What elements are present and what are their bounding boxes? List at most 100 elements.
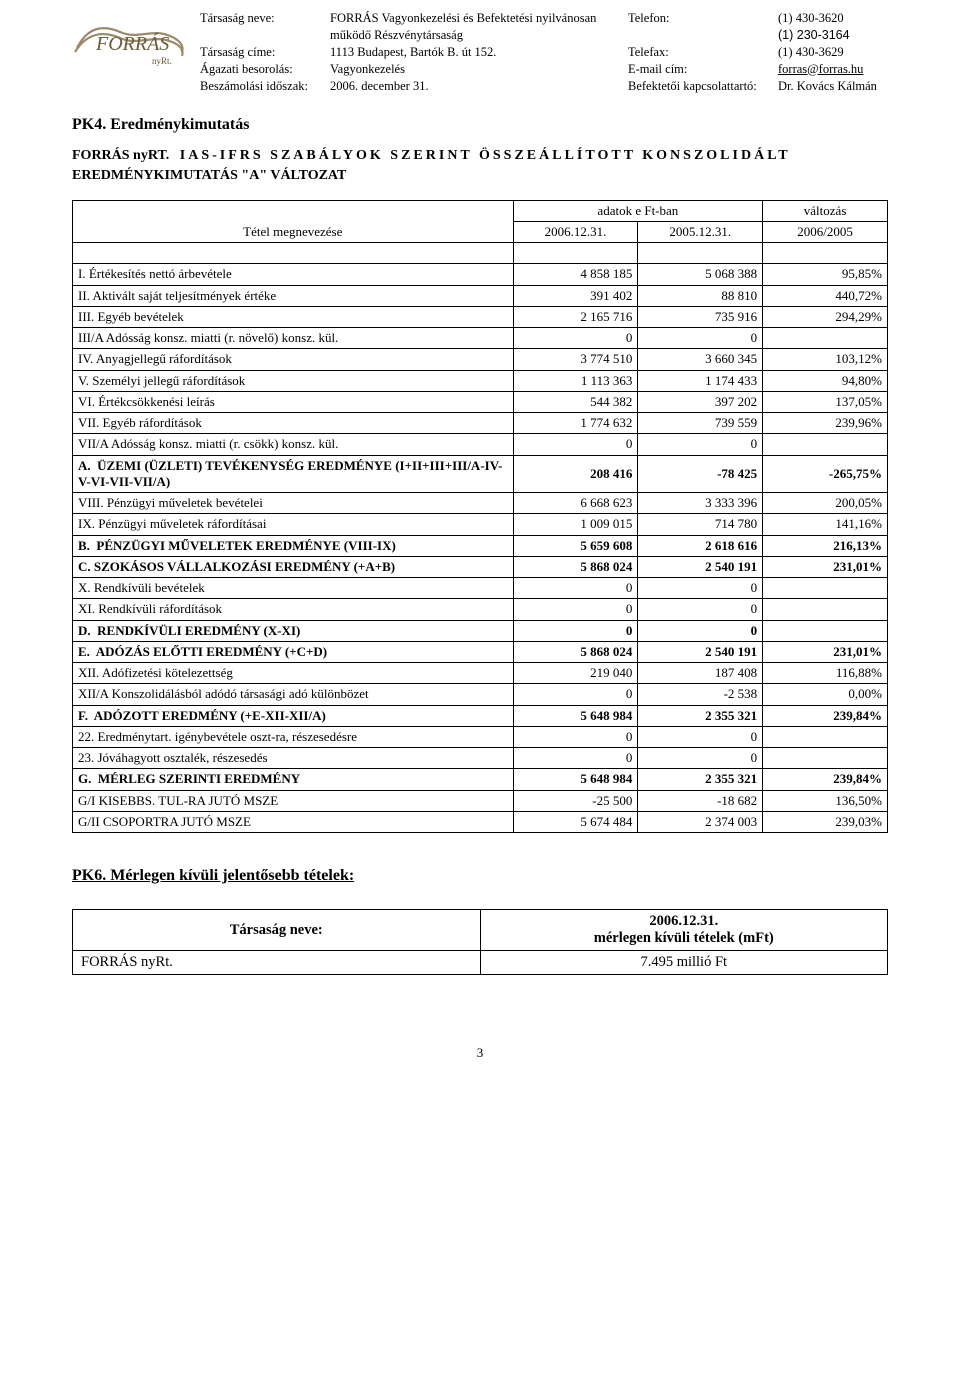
table-row: IV. Anyagjellegű ráfordítások3 774 5103 … [73,349,888,370]
row-val-c: 239,96% [763,413,888,434]
row-val-c: 137,05% [763,391,888,412]
table-row: VI. Értékcsökkenési leírás544 382397 202… [73,391,888,412]
row-val-b: 0 [638,726,763,747]
row-val-c [763,726,888,747]
company-logo: FORRÁS nyRt. [72,10,192,70]
page-number: 3 [72,1045,888,1061]
row-val-c: 239,03% [763,811,888,832]
row-val-c: 136,50% [763,790,888,811]
logo-subtext: nyRt. [152,56,172,66]
subtitle-company: FORRÁS nyRT. [72,148,169,163]
row-val-a: 5 868 024 [513,641,638,662]
row-name: XII/A Konszolidálásból adódó társasági a… [73,684,514,705]
row-name: IV. Anyagjellegű ráfordítások [73,349,514,370]
row-name: VII/A Adósság konsz. miatti (r. csökk) k… [73,434,514,455]
row-val-a: 0 [513,684,638,705]
small-h2: 2006.12.31. mérlegen kívüli tételek (mFt… [480,910,888,951]
row-val-a: 1 009 015 [513,514,638,535]
th-col3: 2006/2005 [763,221,888,242]
small-h1: Társaság neve: [73,910,481,951]
ci-label: Társaság címe: [200,44,330,61]
row-val-a: 0 [513,578,638,599]
th-col1: 2006.12.31. [513,221,638,242]
row-val-a: 391 402 [513,285,638,306]
ci-label2: E-mail cím: [628,61,778,78]
row-val-a: 0 [513,726,638,747]
row-name: II. Aktivált saját teljesítmények értéke [73,285,514,306]
row-val-a: 5 648 984 [513,769,638,790]
row-val-a: -25 500 [513,790,638,811]
row-val-b: 88 810 [638,285,763,306]
income-statement-table: Tétel megnevezése adatok e Ft-ban változ… [72,200,888,834]
row-val-c [763,620,888,641]
off-balance-table: Társaság neve: 2006.12.31. mérlegen kívü… [72,909,888,975]
row-val-c: 216,13% [763,535,888,556]
row-val-c: 0,00% [763,684,888,705]
row-val-a: 1 113 363 [513,370,638,391]
ci-label2: Telefon: [628,10,778,27]
table-row: I. Értékesítés nettó árbevétele4 858 185… [73,264,888,285]
row-name: D. RENDKÍVÜLI EREDMÉNY (X-XI) [73,620,514,641]
row-val-c [763,578,888,599]
table-row: C. SZOKÁSOS VÁLLALKOZÁSI EREDMÉNY (+A+B)… [73,556,888,577]
row-val-b: 0 [638,328,763,349]
row-val-b: 2 374 003 [638,811,763,832]
th-span: adatok e Ft-ban [513,200,763,221]
document-page: FORRÁS nyRt. Társaság neve: FORRÁS Vagyo… [0,0,960,1101]
row-val-a: 3 774 510 [513,349,638,370]
row-val-a: 5 674 484 [513,811,638,832]
row-val-b: 735 916 [638,306,763,327]
ci-label: Beszámolási időszak: [200,78,330,95]
row-name: G. MÉRLEG SZERINTI EREDMÉNY [73,769,514,790]
table-row: G. MÉRLEG SZERINTI EREDMÉNY5 648 9842 35… [73,769,888,790]
ci-value: Vagyonkezelés [330,61,628,78]
row-val-c [763,434,888,455]
row-val-b: -2 538 [638,684,763,705]
row-val-a: 4 858 185 [513,264,638,285]
row-val-b: 397 202 [638,391,763,412]
row-name: F. ADÓZOTT EREDMÉNY (+E-XII-XII/A) [73,705,514,726]
row-val-a: 544 382 [513,391,638,412]
row-val-b: 2 540 191 [638,641,763,662]
table-row: B. PÉNZÜGYI MŰVELETEK EREDMÉNYE (VIII-IX… [73,535,888,556]
subtitle-spread: IAS-IFRS SZABÁLYOK SZERINT ÖSSZEÁLLÍTOTT… [180,148,791,163]
th-name: Tétel megnevezése [73,200,514,243]
row-val-c [763,328,888,349]
row-name: XII. Adófizetési kötelezettség [73,663,514,684]
row-val-b: 0 [638,434,763,455]
ci-value: működő Részvénytársaság [330,27,628,44]
row-name: G/II CSOPORTRA JUTÓ MSZE [73,811,514,832]
row-val-b: 2 618 616 [638,535,763,556]
row-val-a: 5 659 608 [513,535,638,556]
row-val-a: 0 [513,434,638,455]
row-val-c: 94,80% [763,370,888,391]
table-row: XII/A Konszolidálásból adódó társasági a… [73,684,888,705]
row-val-b: 0 [638,578,763,599]
row-name: IX. Pénzügyi műveletek ráfordításai [73,514,514,535]
row-val-a: 5 648 984 [513,705,638,726]
row-val-b: 2 355 321 [638,769,763,790]
table-row: X. Rendkívüli bevételek00 [73,578,888,599]
table-row: D. RENDKÍVÜLI EREDMÉNY (X-XI)00 [73,620,888,641]
table-row: G/I KISEBBS. TUL-RA JUTÓ MSZE-25 500-18 … [73,790,888,811]
row-val-c: 200,05% [763,493,888,514]
row-val-c: 116,88% [763,663,888,684]
table-row: II. Aktivált saját teljesítmények értéke… [73,285,888,306]
row-val-b: 0 [638,748,763,769]
row-val-a: 0 [513,620,638,641]
row-val-b: 5 068 388 [638,264,763,285]
row-val-c [763,748,888,769]
row-val-a: 5 868 024 [513,556,638,577]
table-row: VII/A Adósság konsz. miatti (r. csökk) k… [73,434,888,455]
row-name: G/I KISEBBS. TUL-RA JUTÓ MSZE [73,790,514,811]
row-val-a: 1 774 632 [513,413,638,434]
company-info-block: Társaság neve: FORRÁS Vagyonkezelési és … [200,10,888,94]
row-val-c [763,599,888,620]
row-val-c: 239,84% [763,705,888,726]
row-val-b: -18 682 [638,790,763,811]
ci-email: forras@forras.hu [778,61,888,78]
row-val-b: 2 355 321 [638,705,763,726]
ci-value2: (1) 230-3164 [778,27,888,44]
ci-label: Társaság neve: [200,10,330,27]
spacer-row [73,243,888,264]
